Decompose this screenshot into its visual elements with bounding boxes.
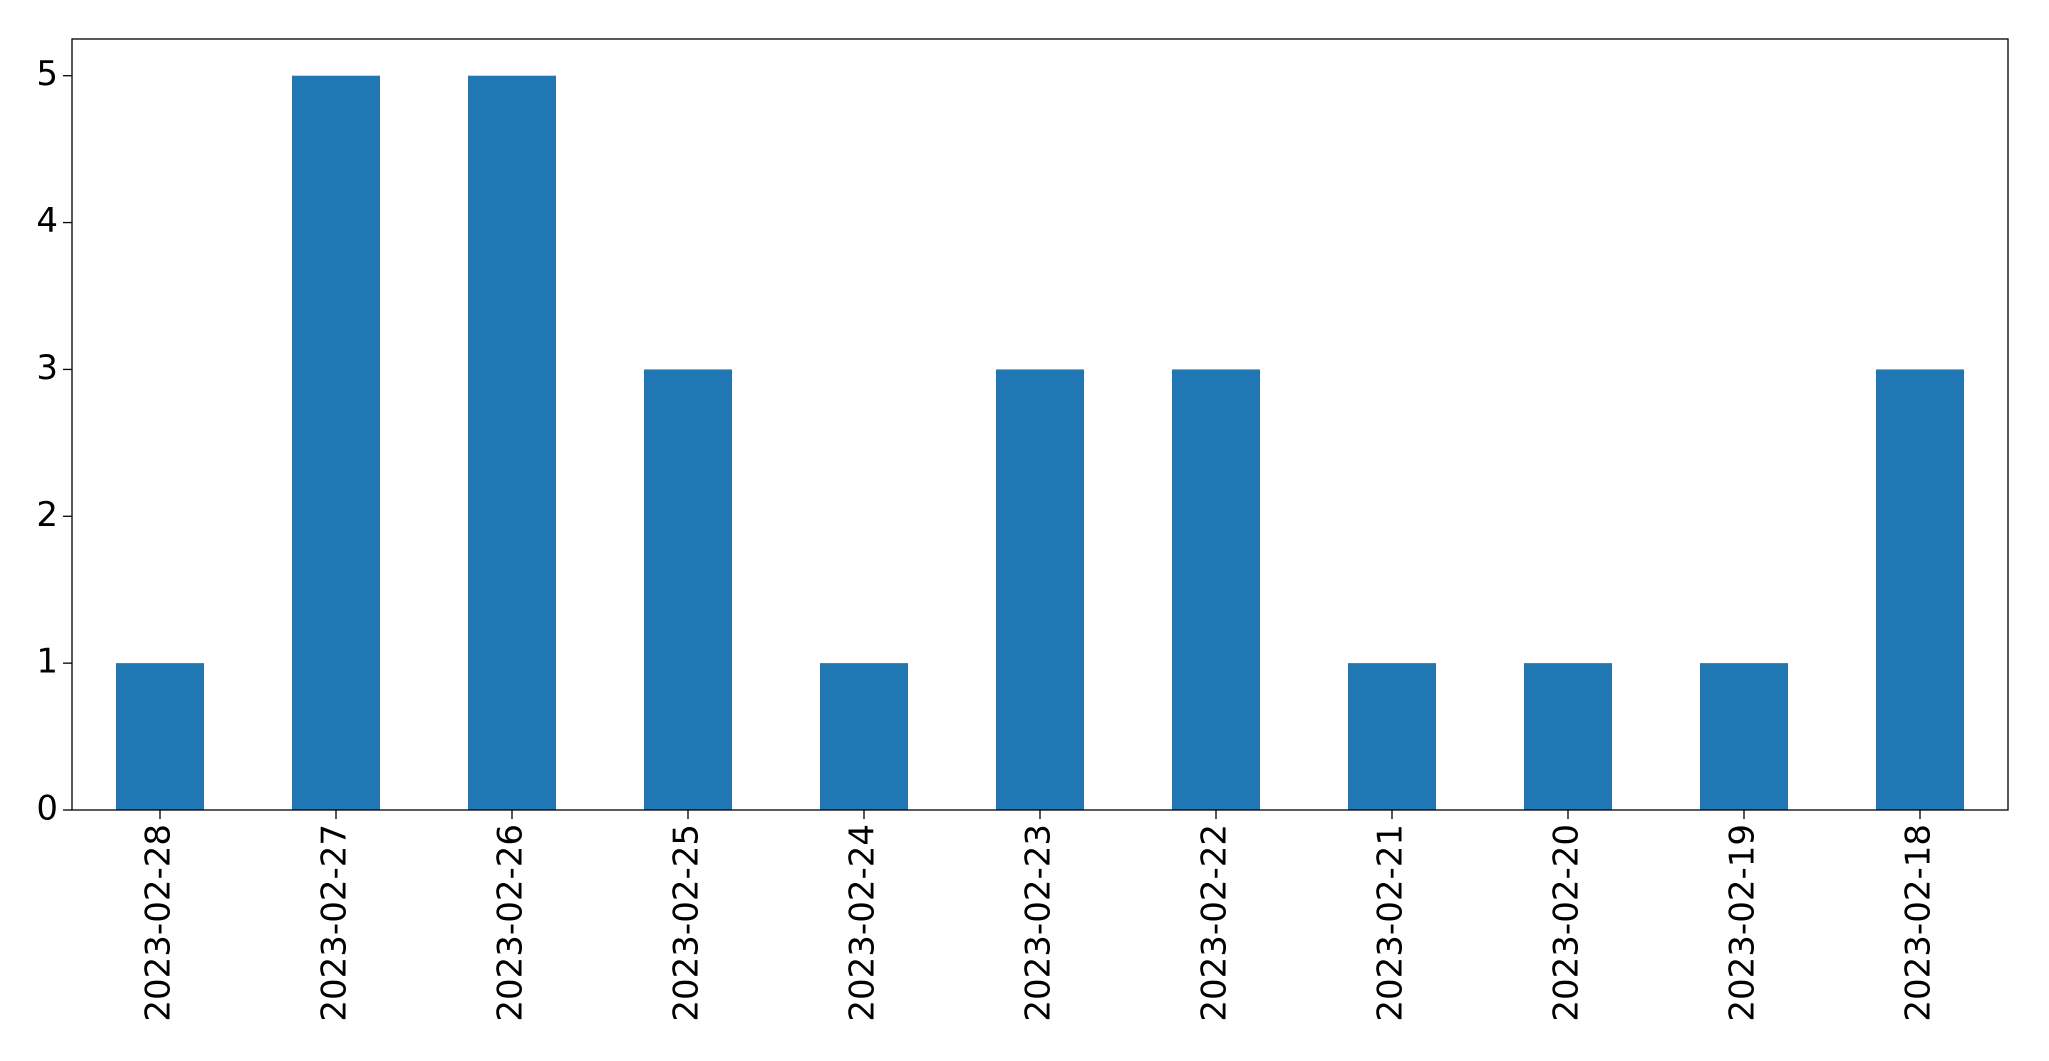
y-tick-label: 2 <box>36 495 58 535</box>
x-tick-label: 2023-02-22 <box>1195 824 1235 1022</box>
bar <box>292 75 380 810</box>
bar <box>1876 369 1964 810</box>
bar <box>820 663 908 810</box>
y-tick-label: 4 <box>36 201 58 241</box>
bar <box>116 663 204 810</box>
bar <box>996 369 1084 810</box>
bar <box>1524 663 1612 810</box>
x-tick-label: 2023-02-24 <box>843 824 883 1022</box>
y-tick-label: 0 <box>36 789 58 829</box>
bar <box>1700 663 1788 810</box>
x-tick-label: 2023-02-18 <box>1899 824 1939 1022</box>
x-tick-label: 2023-02-26 <box>491 824 531 1022</box>
bar <box>468 75 556 810</box>
plot-frame <box>71 38 2009 811</box>
x-tick-label: 2023-02-28 <box>139 824 179 1022</box>
bar <box>1172 369 1260 810</box>
x-tick-label: 2023-02-20 <box>1547 824 1587 1022</box>
y-tick-label: 5 <box>36 54 58 94</box>
y-tick-label: 1 <box>36 642 58 682</box>
x-tick-label: 2023-02-27 <box>315 824 355 1022</box>
x-tick-label: 2023-02-23 <box>1019 824 1059 1022</box>
y-tick-label: 3 <box>36 348 58 388</box>
bar <box>1348 663 1436 810</box>
x-tick-label: 2023-02-21 <box>1371 824 1411 1022</box>
bar <box>644 369 732 810</box>
x-tick-label: 2023-02-25 <box>667 824 707 1022</box>
x-tick-label: 2023-02-19 <box>1723 824 1763 1022</box>
